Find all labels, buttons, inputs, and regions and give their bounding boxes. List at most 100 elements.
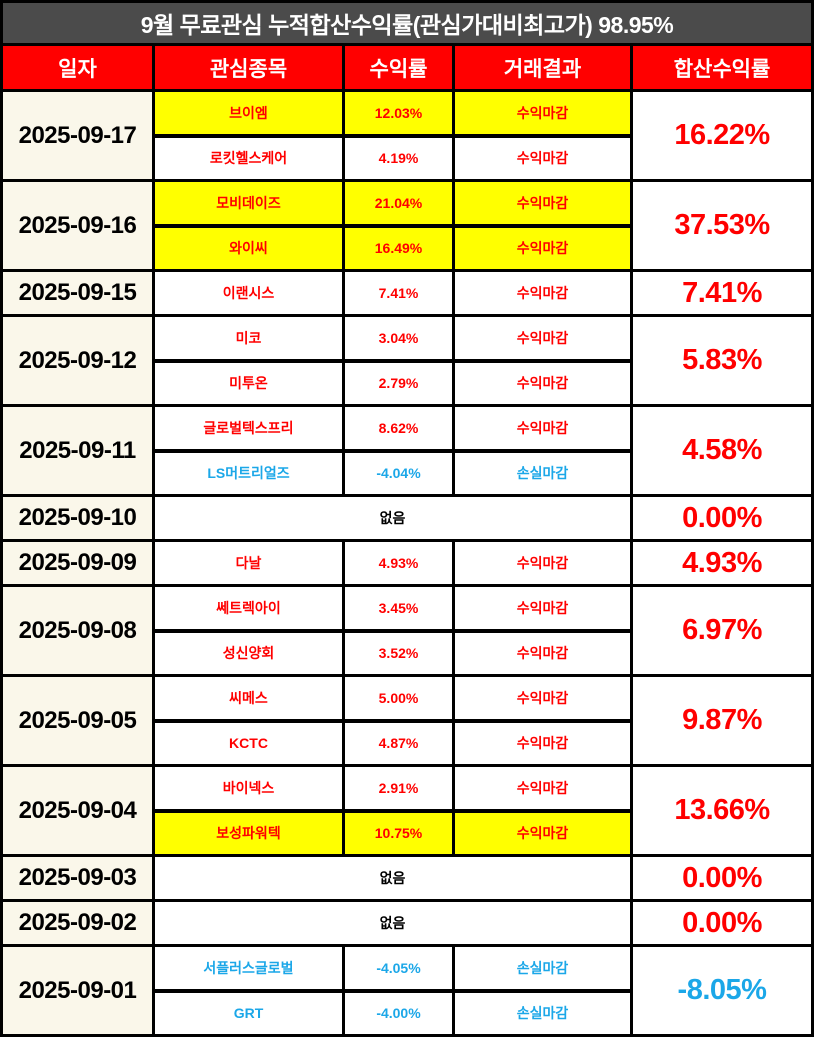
stock-name-cell: 서플러스글로벌: [155, 947, 342, 989]
page-title: 9월 무료관심 누적합산수익률(관심가대비최고가) 98.95%: [3, 3, 811, 43]
table-row: 2025-09-11 글로벌텍스프리 8.62% 수익마감 LS머트리얼즈 -4.04% 손…: [3, 407, 811, 494]
trade-result-cell: 수익마감: [455, 632, 630, 674]
total-return-cell: 13.66%: [633, 767, 811, 854]
stock-name-cell: 씨메스: [155, 677, 342, 719]
return-cell: 3.45%: [345, 587, 452, 629]
stock-name-cell: 미투온: [155, 362, 342, 404]
total-return-cell: 0.00%: [633, 902, 811, 944]
total-return-cell: 6.97%: [633, 587, 811, 674]
stock-name-cell: 미코: [155, 317, 342, 359]
trade-result-cell: 수익마감: [455, 407, 630, 449]
total-return-cell: 7.41%: [633, 272, 811, 314]
stock-name-cell: 와이씨: [155, 227, 342, 269]
return-cell: 5.00%: [345, 677, 452, 719]
total-return-cell: 0.00%: [633, 497, 811, 539]
return-cell: 7.41%: [345, 272, 452, 314]
stock-name-cell: 쎄트렉아이: [155, 587, 342, 629]
date-cell: 2025-09-05: [3, 677, 152, 764]
stock-name-cell: KCTC: [155, 722, 342, 764]
column-header-stock: 관심종목: [155, 46, 342, 89]
table-row: 2025-09-01 서플러스글로벌 -4.05% 손실마감 GRT -4.00% 손실마감…: [3, 947, 811, 1034]
return-cell: 4.87%: [345, 722, 452, 764]
table-row: 2025-09-04 바이넥스 2.91% 수익마감 보성파워텍 10.75% 수익마감 13…: [3, 767, 811, 854]
date-cell: 2025-09-08: [3, 587, 152, 674]
total-return-cell: 0.00%: [633, 857, 811, 899]
table-header: 일자 관심종목 수익률 거래결과 합산수익률: [3, 46, 811, 89]
column-header-result: 거래결과: [455, 46, 630, 89]
total-return-cell: 16.22%: [633, 92, 811, 179]
table-row: 2025-09-17 브이엠 12.03% 수익마감 로킷헬스케어 4.19% 수익마감 16…: [3, 92, 811, 179]
date-cell: 2025-09-04: [3, 767, 152, 854]
return-cell: 3.52%: [345, 632, 452, 674]
return-cell: 2.79%: [345, 362, 452, 404]
trade-result-cell: 수익마감: [455, 542, 630, 584]
return-cell: 3.04%: [345, 317, 452, 359]
empty-cell: 없음: [155, 857, 630, 899]
total-return-cell: -8.05%: [633, 947, 811, 1034]
total-return-cell: 4.58%: [633, 407, 811, 494]
total-return-cell: 37.53%: [633, 182, 811, 269]
date-cell: 2025-09-03: [3, 857, 152, 899]
stock-name-cell: 성신양회: [155, 632, 342, 674]
return-cell: -4.00%: [345, 992, 452, 1034]
date-cell: 2025-09-09: [3, 542, 152, 584]
table-row: 2025-09-12 미코 3.04% 수익마감 미투온 2.79% 수익마감 5.83%: [3, 317, 811, 404]
stock-name-cell: 글로벌텍스프리: [155, 407, 342, 449]
column-header-return: 수익률: [345, 46, 452, 89]
trade-result-cell: 손실마감: [455, 992, 630, 1034]
total-return-cell: 9.87%: [633, 677, 811, 764]
trade-result-cell: 수익마감: [455, 722, 630, 764]
table-row: 2025-09-03 없음 0.00%: [3, 857, 811, 899]
stock-name-cell: GRT: [155, 992, 342, 1034]
trade-result-cell: 수익마감: [455, 272, 630, 314]
stock-name-cell: LS머트리얼즈: [155, 452, 342, 494]
return-cell: -4.04%: [345, 452, 452, 494]
return-cell: -4.05%: [345, 947, 452, 989]
date-cell: 2025-09-11: [3, 407, 152, 494]
table-row: 2025-09-09 다날 4.93% 수익마감 4.93%: [3, 542, 811, 584]
trade-result-cell: 수익마감: [455, 317, 630, 359]
table-row: 2025-09-15 이랜시스 7.41% 수익마감 7.41%: [3, 272, 811, 314]
return-cell: 4.19%: [345, 137, 452, 179]
return-cell: 10.75%: [345, 812, 452, 854]
trade-result-cell: 수익마감: [455, 92, 630, 134]
stock-name-cell: 다날: [155, 542, 342, 584]
date-cell: 2025-09-17: [3, 92, 152, 179]
trade-result-cell: 수익마감: [455, 587, 630, 629]
stock-name-cell: 이랜시스: [155, 272, 342, 314]
stock-name-cell: 모비데이즈: [155, 182, 342, 224]
date-cell: 2025-09-01: [3, 947, 152, 1034]
total-return-cell: 4.93%: [633, 542, 811, 584]
return-cell: 2.91%: [345, 767, 452, 809]
table-row: 2025-09-05 씨메스 5.00% 수익마감 KCTC 4.87% 수익마감 9.87%: [3, 677, 811, 764]
trade-result-cell: 수익마감: [455, 362, 630, 404]
trade-result-cell: 수익마감: [455, 812, 630, 854]
column-header-date: 일자: [3, 46, 152, 89]
date-cell: 2025-09-10: [3, 497, 152, 539]
table-row: 2025-09-16 모비데이즈 21.04% 수익마감 와이씨 16.49% 수익마감 37…: [3, 182, 811, 269]
table-row: 2025-09-02 없음 0.00%: [3, 902, 811, 944]
table-row: 2025-09-10 없음 0.00%: [3, 497, 811, 539]
trade-result-cell: 수익마감: [455, 767, 630, 809]
date-cell: 2025-09-15: [3, 272, 152, 314]
empty-cell: 없음: [155, 902, 630, 944]
return-cell: 4.93%: [345, 542, 452, 584]
stock-name-cell: 바이넥스: [155, 767, 342, 809]
trade-result-cell: 수익마감: [455, 182, 630, 224]
date-cell: 2025-09-12: [3, 317, 152, 404]
trade-result-cell: 수익마감: [455, 677, 630, 719]
date-cell: 2025-09-02: [3, 902, 152, 944]
date-cell: 2025-09-16: [3, 182, 152, 269]
stock-name-cell: 브이엠: [155, 92, 342, 134]
return-cell: 21.04%: [345, 182, 452, 224]
empty-cell: 없음: [155, 497, 630, 539]
trade-result-cell: 수익마감: [455, 137, 630, 179]
trade-result-cell: 손실마감: [455, 947, 630, 989]
stock-name-cell: 보성파워텍: [155, 812, 342, 854]
stock-name-cell: 로킷헬스케어: [155, 137, 342, 179]
table-row: 2025-09-08 쎄트렉아이 3.45% 수익마감 성신양회 3.52% 수익마감 6.9…: [3, 587, 811, 674]
total-return-cell: 5.83%: [633, 317, 811, 404]
column-header-total: 합산수익률: [633, 46, 811, 89]
return-cell: 12.03%: [345, 92, 452, 134]
